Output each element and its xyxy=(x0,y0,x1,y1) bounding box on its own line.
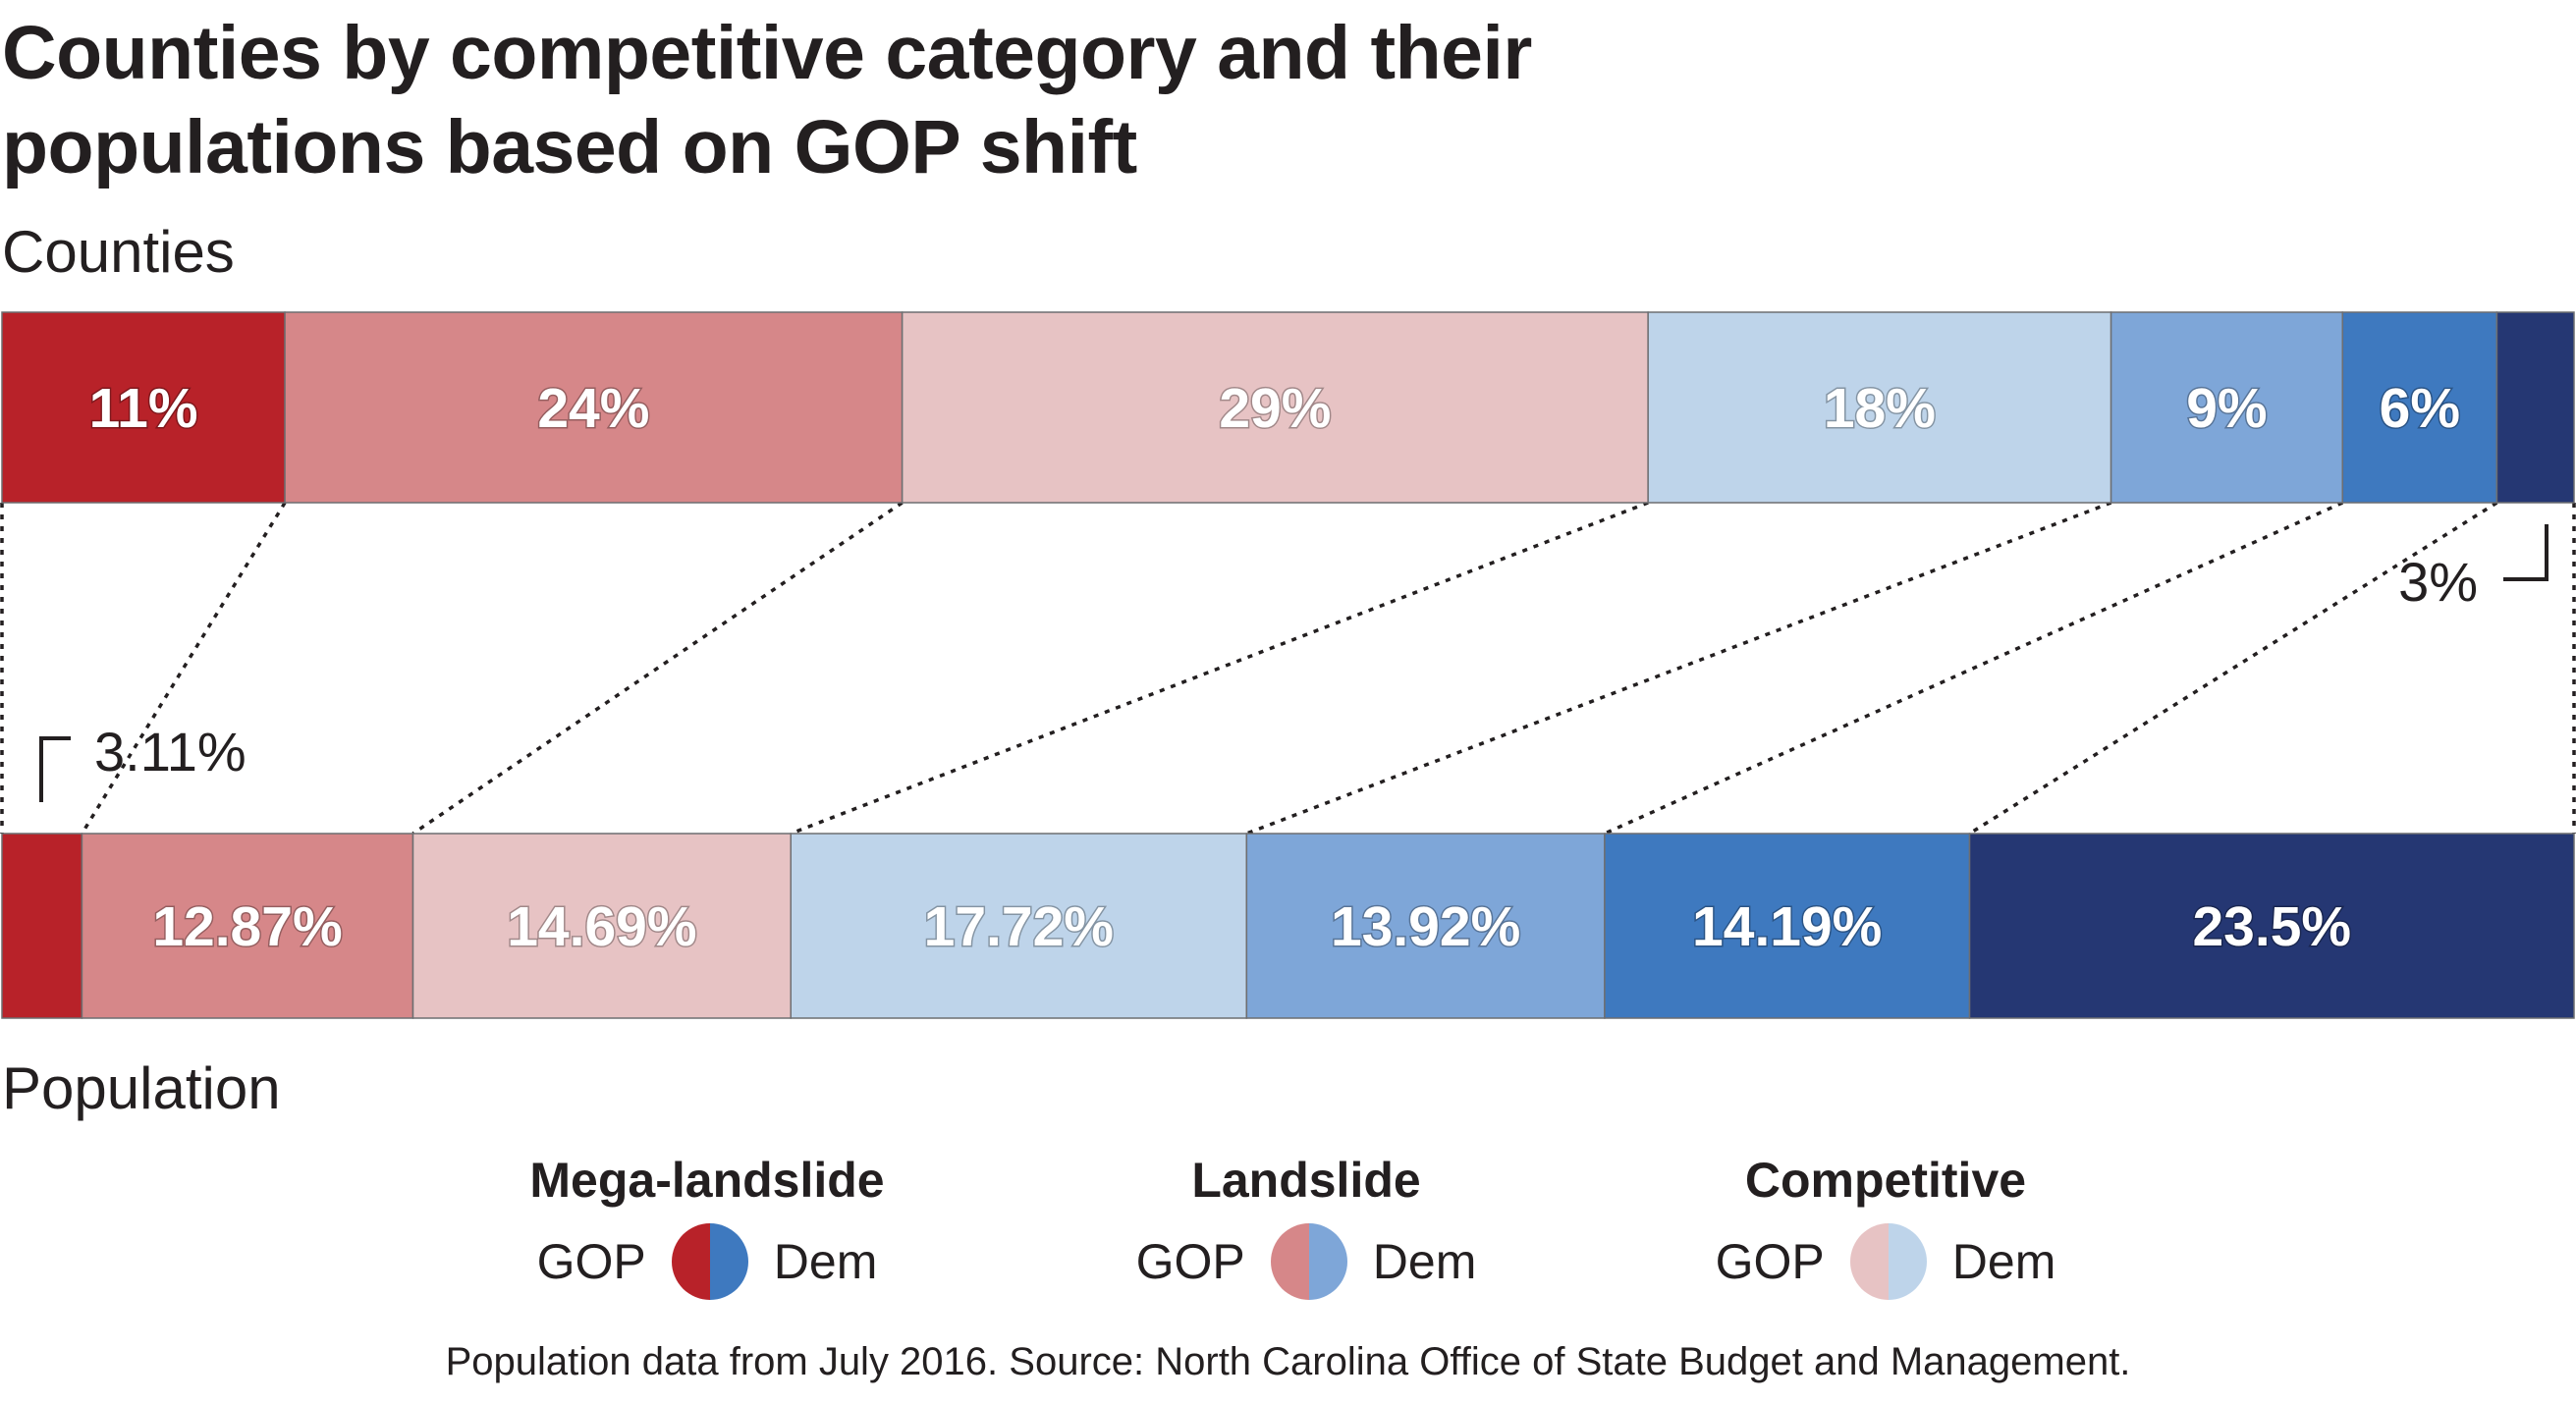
data-label: 17.72% xyxy=(924,895,1114,958)
callout-label: 3.11% xyxy=(94,721,247,782)
legend-gop-label: GOP xyxy=(536,1234,646,1289)
bar-segment xyxy=(901,311,1649,504)
source-note: Population data from July 2016. Source: … xyxy=(445,1340,2131,1383)
legend-title: Landslide xyxy=(1191,1153,1421,1208)
legend-swatch xyxy=(671,1223,748,1300)
bar-segment xyxy=(790,833,1248,1019)
legend-title: Mega-landslide xyxy=(529,1153,885,1208)
data-label: 24% xyxy=(537,377,649,440)
connector-line xyxy=(790,501,1649,836)
legend-title: Competitive xyxy=(1744,1153,2027,1208)
legend-dem-label: Dem xyxy=(1951,1234,2056,1289)
data-label: 14.69% xyxy=(507,895,696,958)
connector-line xyxy=(1968,501,2498,836)
data-label: 12.87% xyxy=(152,895,342,958)
bar-segment xyxy=(2110,311,2344,504)
population-bar-label: Population xyxy=(2,1055,281,1121)
data-label: 14.19% xyxy=(1692,895,1882,958)
legend-gop-label: GOP xyxy=(1135,1234,1245,1289)
connector-line xyxy=(411,501,904,836)
data-label: 6% xyxy=(2380,377,2460,440)
callout-bracket xyxy=(39,736,71,802)
bar-segment xyxy=(1245,833,1606,1019)
bar-segment xyxy=(411,833,792,1019)
chart-title: Counties by competitive category and the… xyxy=(2,11,1532,189)
bar-segment xyxy=(2495,311,2575,504)
legend-landslide: Landslide GOP Dem xyxy=(1090,1151,1522,1300)
legend-swatch xyxy=(1849,1223,1927,1300)
legend-gop-label: GOP xyxy=(1715,1234,1825,1289)
legend-swatch xyxy=(1270,1223,1347,1300)
bar-segment xyxy=(1,311,286,504)
legend-mega-landslide: Mega-landslide GOP Dem xyxy=(491,1151,923,1300)
bar-segment xyxy=(1,833,83,1019)
legend-dem-label: Dem xyxy=(773,1234,878,1289)
counties-bar-label: Counties xyxy=(2,219,235,285)
data-label: 13.92% xyxy=(1331,895,1520,958)
connector-line xyxy=(1604,501,2344,836)
data-label: 18% xyxy=(1824,377,1936,440)
legend-competitive: Competitive GOP Dem xyxy=(1670,1151,2102,1300)
callout-label: 3% xyxy=(2398,551,2478,613)
connector-line xyxy=(1245,501,2112,836)
legend-dem-label: Dem xyxy=(1372,1234,1477,1289)
bar-segment xyxy=(1604,833,1971,1019)
data-label: 23.5% xyxy=(2192,895,2351,958)
connector-line xyxy=(80,502,287,835)
bar-segment xyxy=(1968,833,2575,1019)
bar-segment xyxy=(81,833,414,1019)
callout-bracket xyxy=(2503,524,2549,581)
data-label: 11% xyxy=(89,377,198,440)
bar-segment xyxy=(1647,311,2112,504)
data-label: 29% xyxy=(1219,377,1331,440)
data-label: 9% xyxy=(2186,377,2267,440)
bar-segment xyxy=(284,311,904,504)
